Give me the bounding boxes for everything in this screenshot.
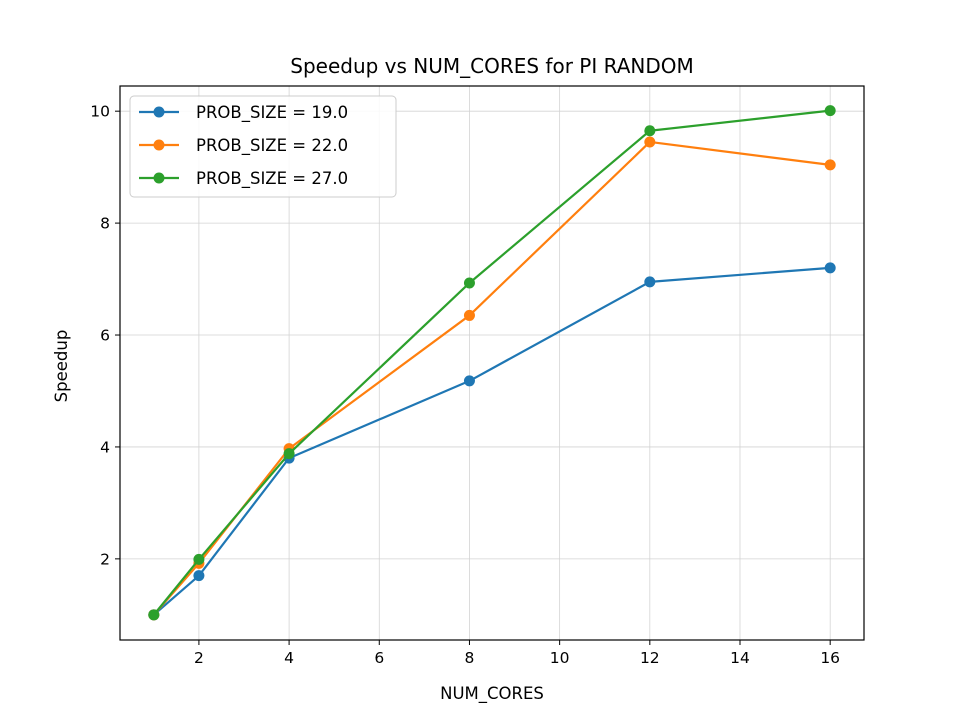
data-point [824,262,836,274]
legend-item: PROB_SIZE = 27.0 [139,169,348,189]
legend-swatch-marker [153,106,165,118]
legend: PROB_SIZE = 19.0 PROB_SIZE = 22.0 PROB_SIZ… [129,95,397,198]
y-tick-label: 2 [100,550,110,568]
y-axis: 2 4 6 8 10 [90,103,120,568]
data-point [463,309,475,321]
data-point [644,136,656,148]
legend-box [129,95,397,198]
data-point [824,159,836,171]
y-tick-label: 10 [90,103,110,121]
legend-label: PROB_SIZE = 22.0 [196,136,348,156]
legend-item: PROB_SIZE = 19.0 [139,103,348,123]
data-point [463,277,475,289]
data-point [193,570,205,582]
x-tick-label: 10 [550,649,570,667]
series-1 [148,262,836,621]
legend-swatch-marker [153,172,165,184]
series-line [152,140,831,616]
legend-label: PROB_SIZE = 27.0 [196,169,348,189]
x-tick-label: 16 [820,649,840,667]
series-layer [148,105,836,621]
plot-frame [119,85,865,641]
data-point [644,125,656,137]
series-line [153,266,831,616]
series-2 [148,136,836,621]
y-tick-label: 6 [100,327,110,345]
y-tick-label: 4 [100,438,110,456]
x-tick-label: 2 [194,649,204,667]
legend-swatch-marker [153,139,165,151]
x-tick-label: 4 [284,649,294,667]
x-axis-label: NUM_CORES [440,684,544,704]
series-3 [148,105,836,621]
chart-title: Speedup vs NUM_CORES for PI RANDOM [290,54,694,78]
x-tick-label: 6 [374,649,384,667]
data-point [644,276,656,288]
x-axis: 2 4 6 8 10 12 14 16 [194,640,840,667]
y-axis-label: Speedup [52,330,71,403]
legend-label: PROB_SIZE = 19.0 [196,103,348,123]
data-point [283,448,295,460]
data-point [148,609,160,621]
series-line [152,109,831,616]
data-point [824,105,836,117]
x-tick-label: 14 [730,649,750,667]
data-point [193,553,205,565]
legend-item: PROB_SIZE = 22.0 [139,136,348,156]
x-tick-label: 8 [465,649,475,667]
data-point [463,375,475,387]
y-tick-label: 8 [100,215,110,233]
x-tick-label: 12 [640,649,660,667]
